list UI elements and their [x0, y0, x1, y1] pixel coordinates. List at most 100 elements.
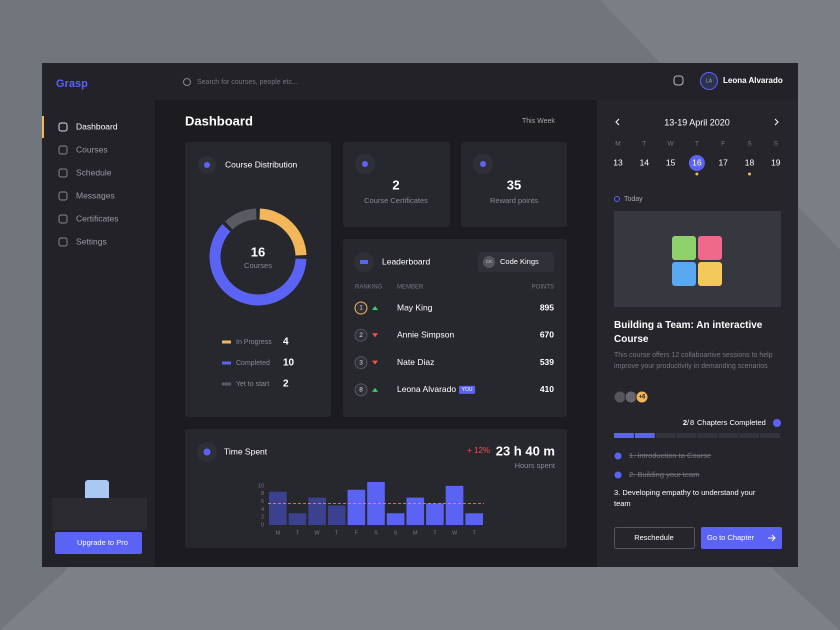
member-more-label: +6 — [639, 395, 647, 401]
bar — [308, 497, 326, 525]
go-label[interactable]: Go to Chapter — [707, 533, 755, 542]
rank: 1 — [359, 305, 363, 312]
go-button[interactable] — [701, 527, 782, 549]
progress-segment — [676, 433, 697, 438]
points: 895 — [540, 302, 554, 312]
progress-segment — [634, 433, 655, 438]
rank-badge — [354, 356, 368, 370]
card — [343, 239, 567, 417]
points: 670 — [540, 330, 554, 340]
y-tick-label: 2 — [261, 515, 264, 521]
day[interactable]: 13 — [613, 157, 623, 167]
nav-item[interactable]: Courses — [76, 144, 108, 154]
chapter: 3. Developing empathy to understand your… — [614, 488, 756, 508]
nav-item[interactable]: Dashboard — [76, 121, 118, 131]
prev-arrow[interactable] — [615, 118, 620, 126]
nav-icon — [58, 168, 68, 178]
you-tag — [459, 385, 476, 394]
nav-item[interactable]: Certificates — [76, 213, 119, 223]
x-tick-label: T — [296, 530, 300, 536]
weekday: M — [615, 141, 620, 148]
reschedule-button[interactable] — [614, 527, 695, 549]
icon — [204, 162, 210, 168]
bar — [426, 503, 444, 525]
weekday: T — [642, 141, 646, 148]
chapters-separator: / — [687, 418, 690, 427]
x-tick-label: T — [335, 530, 339, 536]
progress-segment — [760, 433, 780, 438]
member-avatar — [613, 390, 627, 404]
check — [614, 452, 622, 460]
nav-item[interactable]: Schedule — [76, 167, 112, 177]
user-initials: LA — [706, 78, 713, 84]
x-tick-label: M — [413, 530, 418, 536]
nav-item[interactable]: Messages — [76, 190, 115, 200]
card-title: Course Distribution — [225, 159, 298, 169]
check — [614, 471, 622, 479]
team-initials: CK — [486, 259, 492, 264]
day[interactable]: 14 — [640, 157, 650, 167]
stat-label: Course Certificates — [364, 196, 428, 205]
bar — [406, 497, 425, 525]
chapter: 2. Building your team — [629, 470, 699, 479]
weekday: W — [668, 141, 675, 148]
stat-label: Reward points — [490, 196, 538, 205]
bar — [288, 513, 307, 525]
rank: 3 — [359, 359, 363, 366]
bar — [327, 505, 346, 525]
icon — [362, 161, 368, 167]
check — [773, 419, 781, 427]
legend-swatch — [222, 382, 231, 386]
bar — [465, 513, 483, 525]
bell-icon[interactable] — [673, 75, 684, 86]
day[interactable]: 19 — [771, 157, 781, 167]
next-arrow[interactable] — [774, 118, 779, 126]
member-name: Leona Alvarado — [397, 384, 456, 394]
legend-label: Yet to start — [236, 381, 269, 388]
card-title: Time Spent — [224, 446, 268, 456]
upgrade-button[interactable] — [55, 532, 142, 554]
illustration — [672, 236, 696, 260]
y-tick-label: 4 — [261, 507, 264, 513]
today-dot — [614, 196, 620, 202]
points: 410 — [540, 384, 554, 394]
legend-label: Completed — [236, 360, 270, 367]
icon — [203, 448, 211, 456]
points: 539 — [540, 357, 554, 367]
member-name: Nate Diaz — [397, 357, 434, 367]
x-tick-label: T — [472, 530, 476, 536]
trend-arrow — [372, 387, 378, 392]
x-tick-label: W — [452, 530, 458, 536]
logo: Grasp — [56, 78, 88, 90]
bar — [386, 513, 405, 525]
period-select[interactable]: This Week — [522, 118, 555, 125]
weekday: F — [721, 141, 725, 148]
day[interactable]: 17 — [718, 157, 728, 167]
member-name: May King — [397, 302, 433, 312]
course-image — [614, 211, 781, 307]
you-tag-label: YOU — [462, 387, 473, 393]
upgrade-label[interactable]: Upgrade to Pro — [77, 538, 128, 547]
search-icon — [183, 78, 191, 86]
day[interactable]: 16 — [692, 157, 702, 167]
trend-arrow — [372, 333, 378, 338]
reschedule-label[interactable]: Reschedule — [634, 533, 674, 542]
trend-arrow — [372, 306, 378, 310]
day[interactable]: 15 — [666, 157, 676, 167]
go-arrow — [768, 534, 776, 542]
team-name[interactable]: Code Kings — [500, 257, 539, 266]
nav-item[interactable]: Settings — [76, 236, 107, 246]
progress-segment — [614, 433, 634, 438]
day[interactable]: 18 — [745, 157, 755, 167]
change: + 12% — [467, 446, 490, 455]
bar — [269, 491, 287, 525]
team-dropdown[interactable] — [478, 252, 554, 272]
legend-value: 2 — [283, 379, 289, 390]
donut-total: 16 — [251, 244, 265, 259]
y-tick-label: 8 — [261, 491, 264, 497]
rank: 2 — [359, 332, 363, 339]
today-label: Today — [624, 196, 643, 203]
donut-segment — [259, 208, 307, 256]
search-input[interactable]: Search for courses, people etc... — [197, 79, 298, 86]
